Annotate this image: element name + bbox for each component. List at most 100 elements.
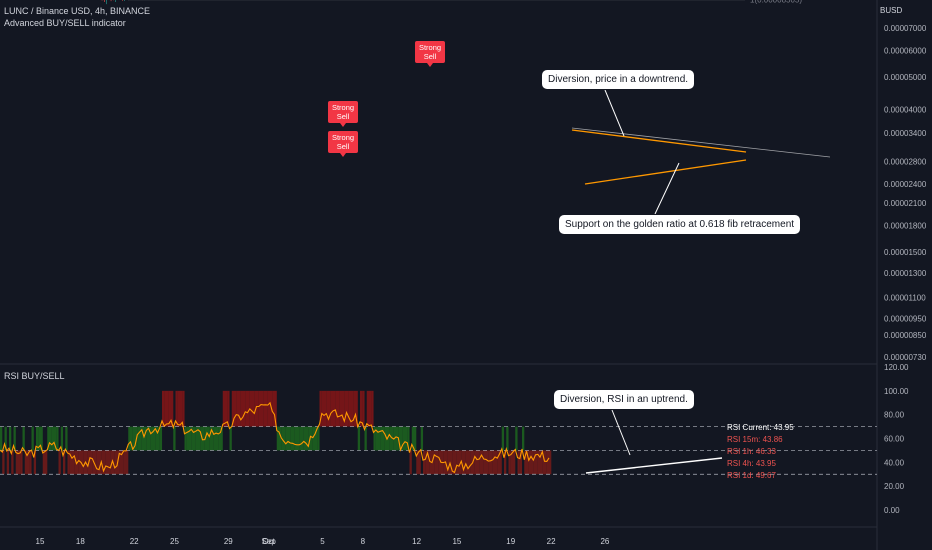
- rsi-zone-bar: [495, 450, 498, 475]
- rsi-zone-bar: [18, 450, 21, 475]
- rsi-zone-bar: [171, 390, 174, 427]
- rsi-zone-bar: [236, 390, 239, 427]
- rsi-zone-bar: [355, 390, 358, 427]
- rsi-zone-bar: [157, 426, 160, 451]
- rsi-zone-bar: [364, 426, 367, 451]
- rsi-zone-bar: [238, 390, 241, 427]
- strong-sell-label: Strong: [332, 103, 354, 112]
- rsi-zone-bar: [180, 390, 183, 427]
- price-axis-tick: 0.00001300: [884, 269, 927, 278]
- price-axis-tick: 0.00002800: [884, 157, 927, 166]
- rsi-zone-bar: [114, 450, 118, 475]
- rsi-zone-bar: [173, 426, 176, 451]
- rsi-zone-bar: [42, 450, 46, 475]
- rsi-zone-bar: [387, 426, 390, 451]
- rsi-zone-bar: [159, 426, 163, 451]
- rsi-zone-bar: [288, 426, 291, 451]
- rsi-zone-bar: [499, 450, 502, 475]
- rsi-axis-tick: 0.00: [884, 506, 900, 515]
- time-axis-tick: 5: [320, 537, 325, 546]
- rsi-zone-bar: [103, 450, 106, 475]
- rsi-zone-bar: [153, 426, 156, 451]
- rsi-zone-bar: [418, 450, 421, 475]
- rsi-zone-bar: [517, 450, 520, 475]
- price-axis-tick: 0.00001800: [884, 222, 927, 231]
- rsi-zone-bar: [423, 450, 426, 475]
- rsi-zone-bar: [292, 426, 295, 451]
- rsi-zone-bar: [366, 390, 370, 427]
- price-axis-tick: 0.00000950: [884, 315, 927, 324]
- rsi-zone-bar: [528, 450, 532, 475]
- rsi-zone-bar: [33, 450, 37, 475]
- rsi-zone-bar: [60, 426, 64, 451]
- rsi-zone-bar: [155, 426, 158, 451]
- rsi-zone-bar: [36, 426, 39, 451]
- rsi-zone-bar: [252, 390, 255, 427]
- rsi-zone-bar: [45, 450, 48, 475]
- time-axis-tick: Oct: [262, 537, 275, 546]
- rsi-zone-bar: [312, 426, 316, 451]
- rsi-zone-bar: [207, 426, 210, 451]
- rsi-zone-bar: [342, 390, 345, 427]
- rsi-zone-bar: [472, 450, 475, 475]
- rsi-zone-bar: [308, 426, 311, 451]
- rsi-zone-bar: [99, 450, 102, 475]
- time-axis-tick: Sep: [262, 537, 277, 546]
- rsi-zone-bar: [0, 426, 3, 451]
- rsi-zone-bar: [279, 426, 282, 451]
- rsi-zone-bar: [344, 390, 347, 427]
- rsi-zone-bar: [454, 450, 457, 475]
- rsi-zone-bar: [245, 390, 248, 427]
- rsi-zone-bar: [164, 390, 167, 427]
- lower-trendline: [584, 159, 747, 185]
- rsi-zone-bar: [204, 426, 208, 451]
- rsi-zone-bar: [402, 426, 406, 451]
- rsi-zone-bar: [497, 450, 500, 475]
- price-axis-tick: 0.00002400: [884, 180, 927, 189]
- rsi-zone-bar: [504, 450, 507, 475]
- rsi-zone-bar: [324, 390, 327, 427]
- time-axis-tick: 22: [130, 537, 139, 546]
- fib-callout-pointer: [654, 162, 680, 215]
- candles: [101, 0, 125, 5]
- rsi-zone-bar: [531, 450, 534, 475]
- rsi-zone-bar: [105, 450, 109, 475]
- rsi-zone-bar: [501, 426, 505, 451]
- rsi-title: RSI BUY/SELL: [4, 371, 65, 381]
- rsi-zone-bar: [436, 450, 439, 475]
- rsi-zone-bar: [290, 426, 293, 451]
- rsi-zone-bar: [459, 450, 462, 475]
- rsi-zone-bar: [276, 426, 280, 451]
- rsi-zone-bar: [427, 450, 430, 475]
- rsi-zone-bar: [38, 426, 41, 451]
- rsi-zone-bar: [321, 390, 325, 427]
- rsi-zone-bar: [2, 450, 5, 475]
- rsi-zone-bar: [162, 390, 165, 427]
- upper-trendline: [571, 129, 747, 153]
- rsi-zone-bar: [130, 426, 133, 451]
- rsi-zone-bar: [317, 426, 320, 451]
- rsi-zone-bar: [389, 426, 392, 451]
- time-axis-tick: 26: [600, 537, 609, 546]
- rsi-zone-bar: [297, 426, 300, 451]
- rsi-zone-bar: [468, 450, 471, 475]
- rsi-zone-bar: [540, 450, 543, 475]
- rsi-zone-bar: [351, 390, 354, 427]
- rsi-zone-bar: [51, 426, 55, 451]
- rsi-zone-bar: [112, 450, 115, 475]
- rsi-zone-bar: [186, 426, 190, 451]
- rsi-zone-bar: [193, 426, 196, 451]
- rsi-zone-bar: [195, 426, 199, 451]
- rsi-zone-bar: [225, 390, 228, 427]
- strong-sell-signal: [328, 131, 358, 153]
- rsi-zone-bar: [546, 450, 550, 475]
- rsi-zone-bar: [265, 390, 268, 427]
- rsi-zone-bar: [65, 426, 68, 451]
- rsi-zone-bar: [303, 426, 307, 451]
- rsi-zone-bar: [24, 450, 28, 475]
- symbol-title: LUNC / Binance USD, 4h, BINANCE: [4, 6, 151, 16]
- rsi-zone-bar: [231, 390, 235, 427]
- rsi-zone-bar: [177, 390, 181, 427]
- rsi-zone-bar: [310, 426, 313, 451]
- rsi-zone-bar: [94, 450, 97, 475]
